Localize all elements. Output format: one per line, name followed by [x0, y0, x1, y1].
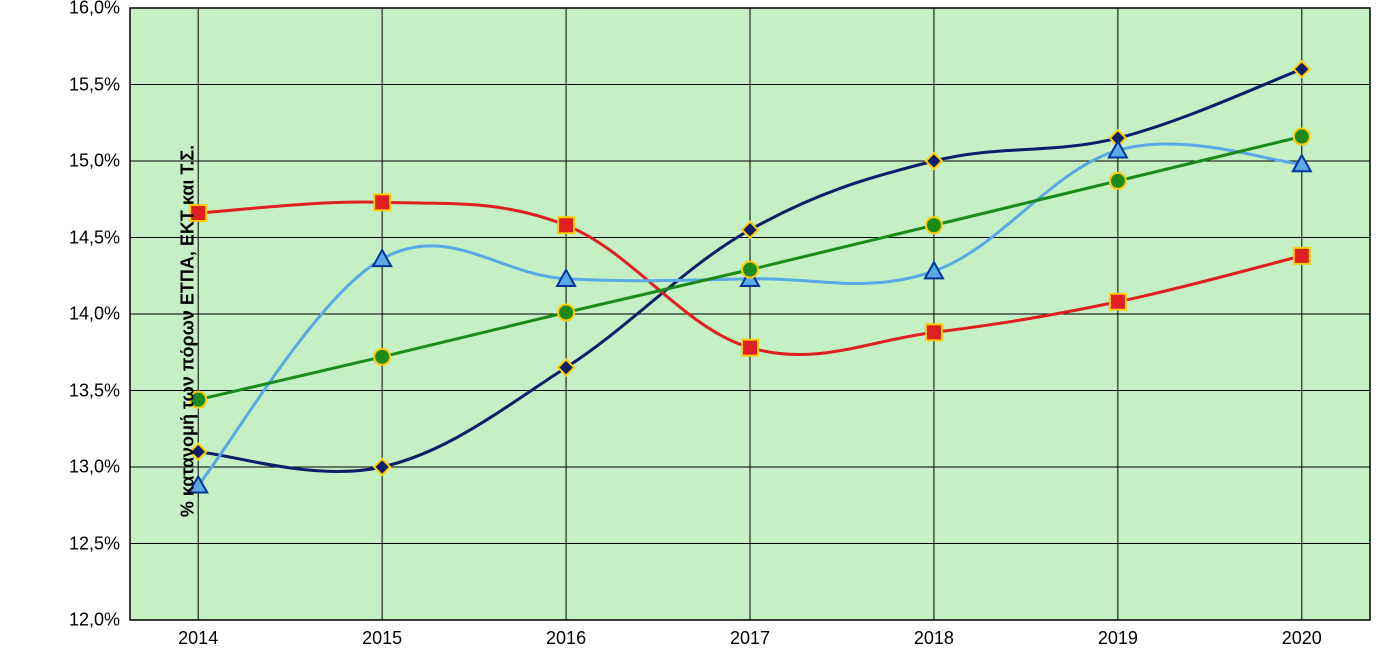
y-tick-label: 12,5%: [50, 533, 120, 554]
line-chart: [0, 0, 1386, 662]
y-tick-label: 13,0%: [50, 457, 120, 478]
x-tick-label: 2016: [546, 628, 586, 649]
x-tick-labels: 2014 2015 2016 2017 2018 2019 2020: [0, 628, 1386, 658]
y-tick-label: 15,5%: [50, 74, 120, 95]
y-tick-label: 13,5%: [50, 380, 120, 401]
y-tick-label: 16,0%: [50, 0, 120, 19]
x-tick-label: 2020: [1282, 628, 1322, 649]
y-tick-label: 14,0%: [50, 304, 120, 325]
x-tick-label: 2018: [914, 628, 954, 649]
y-tick-label: 15,0%: [50, 151, 120, 172]
x-tick-label: 2015: [362, 628, 402, 649]
x-tick-label: 2017: [730, 628, 770, 649]
x-tick-label: 2019: [1098, 628, 1138, 649]
x-tick-label: 2014: [178, 628, 218, 649]
y-axis-title: % κατανομή των πόρων ΕΤΠΑ, ΕΚΤ και Τ.Σ.: [178, 145, 199, 517]
y-tick-labels: 12,0%12,5%13,0%13,5%14,0%14,5%15,0%15,5%…: [0, 0, 120, 662]
y-tick-label: 14,5%: [50, 227, 120, 248]
chart-container: % κατανομή των πόρων ΕΤΠΑ, ΕΚΤ και Τ.Σ. …: [0, 0, 1386, 662]
